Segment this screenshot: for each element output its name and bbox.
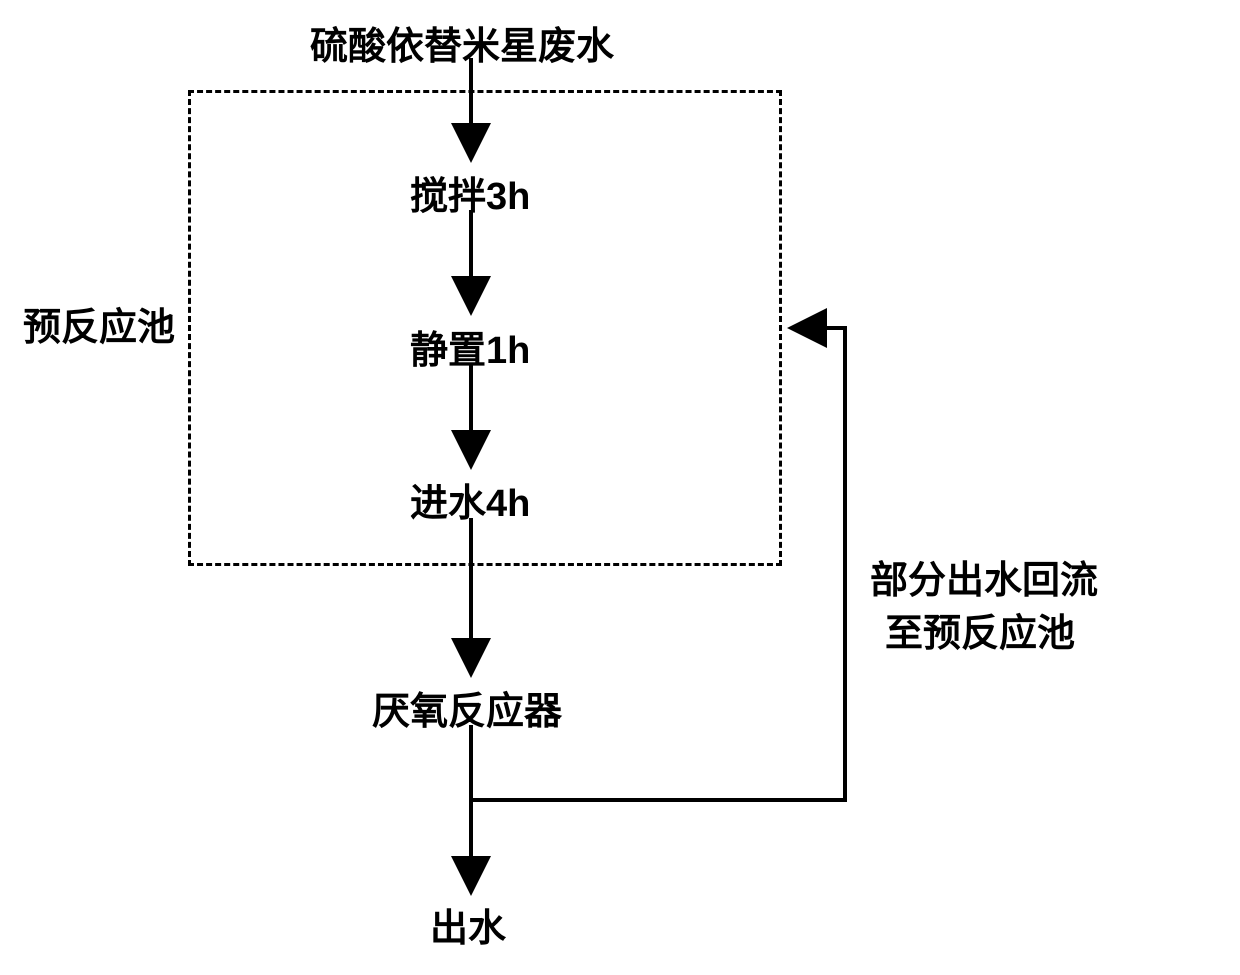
input-node: 硫酸依替米星废水 [310,15,614,70]
step3-node: 进水4h [410,472,530,527]
reactor-node: 厌氧反应器 [372,680,562,735]
step1-node: 搅拌3h [410,165,530,220]
side-label-node: 预反应池 [23,296,175,351]
step2-node: 静置1h [410,319,530,374]
reflux-line1: 部分出水回流 [870,555,1098,608]
reflux-line2: 至预反应池 [885,608,1075,661]
output-node: 出水 [430,897,506,952]
